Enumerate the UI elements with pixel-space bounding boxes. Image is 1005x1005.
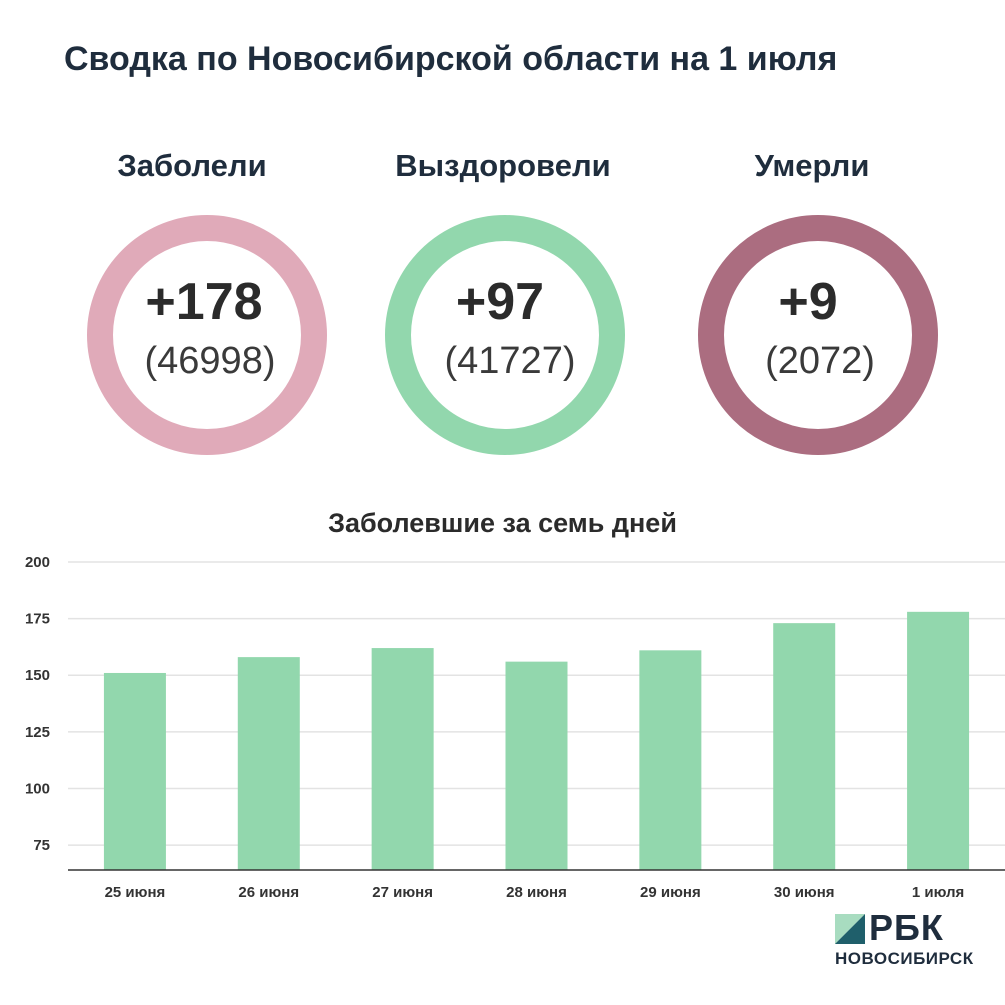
- x-tick-label: 29 июня: [640, 884, 701, 901]
- logo-text: РБК: [869, 907, 944, 948]
- page-title: Сводка по Новосибирской области на 1 июл…: [64, 40, 838, 78]
- y-tick-label: 150: [25, 667, 50, 684]
- x-tick-label: 30 июня: [774, 884, 835, 901]
- y-tick-label: 125: [25, 724, 50, 741]
- logo-subtitle: НОВОСИБИРСК: [835, 949, 974, 968]
- x-tick-label: 1 июля: [912, 884, 964, 901]
- x-tick-label: 25 июня: [105, 884, 166, 901]
- stat-delta-recovered: +97: [455, 273, 545, 331]
- chart-title: Заболевшие за семь дней: [328, 508, 677, 538]
- bar: [907, 611, 970, 870]
- y-tick-label: 75: [33, 837, 50, 854]
- rbc-logo: РБК НОВОСИБИРСК: [835, 907, 995, 974]
- bar: [505, 661, 568, 870]
- stat-total-deaths: (2072): [765, 340, 875, 382]
- stat-total-infected: (46998): [144, 340, 276, 382]
- bar: [237, 657, 300, 870]
- bar: [773, 623, 836, 870]
- x-tick-label: 26 июня: [238, 884, 299, 901]
- y-tick-label: 200: [25, 554, 50, 571]
- stat-total-recovered: (41727): [444, 340, 576, 382]
- stat-label-recovered: Выздоровели: [395, 148, 611, 183]
- stat-label-deaths: Умерли: [754, 148, 870, 183]
- x-tick-label: 28 июня: [506, 884, 567, 901]
- stat-delta-infected: +178: [145, 273, 263, 331]
- logo-mark-icon: [835, 914, 865, 944]
- bar: [103, 672, 166, 870]
- bar: [371, 648, 434, 870]
- stat-label-infected: Заболели: [117, 148, 267, 183]
- x-tick-label: 27 июня: [372, 884, 433, 901]
- bar: [639, 650, 702, 870]
- y-tick-label: 100: [25, 780, 50, 797]
- stat-delta-deaths: +9: [778, 273, 838, 331]
- y-tick-label: 175: [25, 611, 50, 628]
- bar-chart: 75 100 125 150 175 200 25 июня 26 июня 27 июня 28…: [25, 554, 1005, 901]
